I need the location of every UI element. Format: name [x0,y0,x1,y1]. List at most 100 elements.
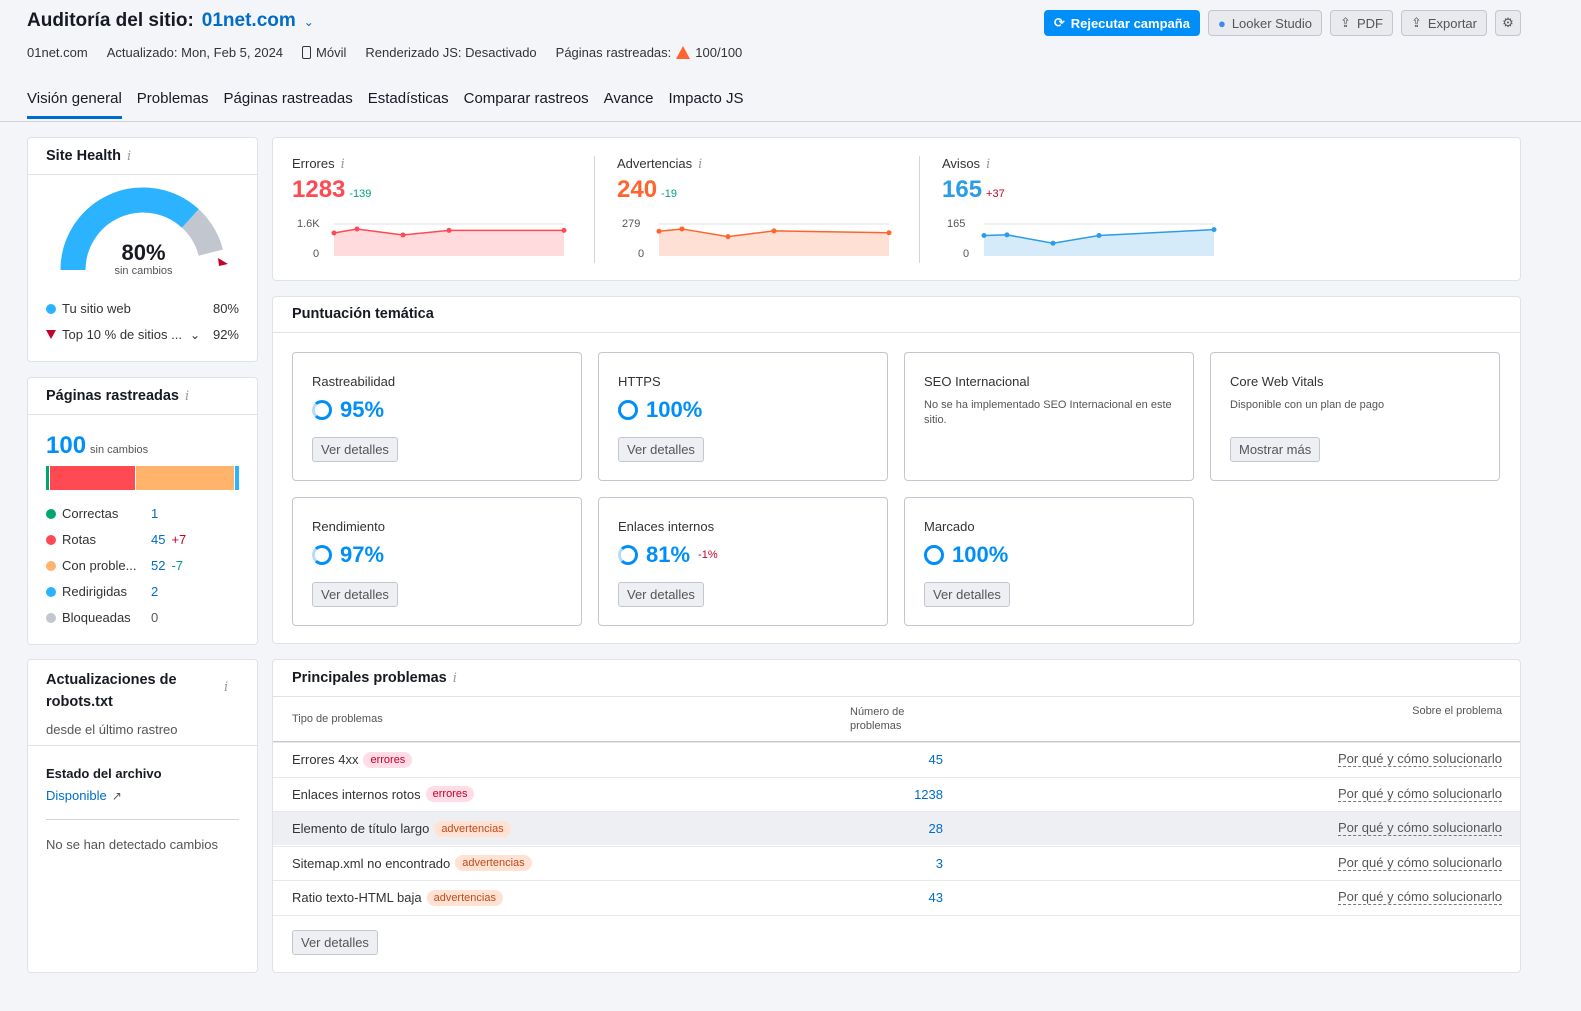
thematic-item-button[interactable]: Ver detalles [312,437,398,462]
thematic-title: Puntuación temática [292,306,434,322]
series-point[interactable] [400,232,406,238]
tab-crawled-pages[interactable]: Páginas rastreadas [223,90,353,107]
issue-count[interactable]: 43 [928,890,943,905]
legend-value[interactable]: 2 [151,584,159,599]
tab-progress[interactable]: Avance [603,90,654,107]
series-point[interactable] [446,227,452,233]
metric-value-number[interactable]: 240 [617,176,658,203]
tab-compare-crawls[interactable]: Comparar rastreos [463,90,589,107]
thematic-item-score[interactable]: 100% [924,542,1008,568]
series-point[interactable] [331,230,337,236]
metric-value-number[interactable]: 1283 [292,176,346,203]
issue-name[interactable]: Elemento de título largo [292,821,430,836]
rerun-campaign-button[interactable]: ⟳ Rejecutar campaña [1043,10,1200,36]
file-status-value[interactable]: Disponible [46,788,107,803]
chevron-down-icon[interactable]: ⌄ [303,15,314,29]
no-changes-text: No se han detectado cambios [46,837,218,852]
series-point[interactable] [771,228,777,234]
stacked-bar-segment[interactable] [136,466,235,490]
issue-help-link[interactable]: Por qué y cómo solucionarlo [1337,820,1502,836]
issues-details-button[interactable]: Ver detalles [292,930,378,955]
info-icon[interactable]: i [986,157,991,172]
looker-studio-button[interactable]: ● Looker Studio [1207,10,1323,36]
series-point[interactable] [725,234,731,240]
info-icon[interactable]: i [185,389,190,404]
axis-min-label: 0 [313,248,320,260]
legend-delta: +7 [171,532,187,547]
series-point[interactable] [886,230,892,236]
crawled-legend-row[interactable]: Correctas 1 [46,506,206,521]
thematic-item: Core Web Vitals Disponible con un plan de… [1210,352,1500,481]
series-point[interactable] [679,226,685,232]
metric-value-number[interactable]: 165 [942,176,983,203]
issue-count[interactable]: 28 [928,821,943,836]
domain-selector[interactable]: 01net.com [201,10,296,31]
tab-statistics[interactable]: Estadísticas [367,90,449,107]
thematic-item-button[interactable]: Ver detalles [312,582,398,607]
legend-value[interactable]: 52 [151,558,166,573]
issue-row[interactable]: Errores 4xx errores 45 Por qué y cómo soluc… [273,742,1520,776]
tab-overview[interactable]: Visión general [27,90,122,119]
thematic-item-value: 81% [646,542,691,567]
series-point[interactable] [1050,240,1056,246]
issue-row[interactable]: Ratio texto-HTML baja advertencias 43 Por q… [273,880,1520,914]
series-point[interactable] [1211,227,1217,233]
legend-value[interactable]: 1 [151,506,159,521]
series-point[interactable] [354,226,360,232]
thematic-item-score[interactable]: 95% [312,397,384,423]
tab-issues[interactable]: Problemas [136,90,209,107]
series-point[interactable] [981,233,987,239]
issue-name[interactable]: Ratio texto-HTML baja [292,890,422,905]
thematic-item-score[interactable]: 100% [618,397,702,423]
thematic-item-button[interactable]: Ver detalles [618,437,704,462]
series-point[interactable] [1096,233,1102,239]
info-icon[interactable]: i [224,680,229,695]
series-point[interactable] [561,227,567,233]
issue-row[interactable]: Sitemap.xml no encontrado advertencias 3 Po… [273,845,1520,880]
info-icon[interactable]: i [452,671,457,686]
issue-row[interactable]: Elemento de título largo advertencias 28 Po… [273,811,1520,845]
issue-name[interactable]: Enlaces internos rotos [292,786,421,802]
stacked-bar-segment[interactable] [50,466,135,490]
pdf-button[interactable]: ⇪ PDF [1330,10,1393,36]
stacked-bar-segment[interactable] [46,466,49,490]
thematic-item-button[interactable]: Ver detalles [618,582,704,607]
info-icon[interactable]: i [698,157,703,172]
score-ring-icon [924,545,944,565]
chevron-down-icon[interactable]: ⌄ [189,327,201,342]
series-point[interactable] [1004,232,1010,238]
settings-button[interactable]: ⚙ [1495,10,1521,36]
thematic-item-button[interactable]: Ver detalles [924,582,1010,607]
crawled-legend-row[interactable]: Redirigidas 2 [46,584,206,599]
crawled-legend-row[interactable]: Con proble... 52 -7 [46,558,206,573]
issue-help-link[interactable]: Por qué y cómo solucionarlo [1337,854,1502,871]
legend-value: 80% [212,301,239,316]
crawled-legend-row[interactable]: Rotas 45 +7 [46,532,206,547]
info-icon[interactable]: i [340,157,345,172]
legend-value[interactable]: 0 [151,610,159,625]
thematic-item-button[interactable]: Mostrar más [1230,437,1321,462]
file-status-link[interactable]: Disponible ↗ [46,788,122,803]
export-button[interactable]: ⇪ Exportar [1400,10,1487,36]
toolbar: ⟳ Rejecutar campaña ● Looker Studio ⇪ PD… [1043,10,1521,36]
stacked-bar-segment[interactable] [235,466,239,490]
issue-help-link[interactable]: Por qué y cómo solucionarlo [1337,889,1502,905]
issue-row[interactable]: Enlaces internos rotos errores 1238 Por qué… [273,776,1520,811]
crawled-pages-card: Páginas rastreadas i 100 sin cambios Corr… [27,377,258,645]
info-icon[interactable]: i [126,149,132,164]
issue-count[interactable]: 45 [928,752,943,767]
series-point[interactable] [656,228,662,234]
thematic-item-score[interactable]: 81% -1% [618,542,718,568]
issue-help-link[interactable]: Por qué y cómo solucionarlo [1337,751,1502,767]
crawled-legend-row[interactable]: Bloqueadas 0 [46,610,206,625]
issue-count[interactable]: 1238 [914,786,943,802]
issue-count[interactable]: 3 [935,855,943,871]
issue-name[interactable]: Errores 4xx [292,752,359,767]
tab-js-impact[interactable]: Impacto JS [668,90,744,107]
legend-top10[interactable]: Top 10 % de sitios ... ⌄ 92% [46,327,239,342]
crawled-total[interactable]: 100 [46,432,87,459]
legend-value[interactable]: 45 [151,532,166,547]
issue-name[interactable]: Sitemap.xml no encontrado [292,855,451,871]
issue-help-link[interactable]: Por qué y cómo solucionarlo [1337,785,1502,802]
thematic-item-score[interactable]: 97% [312,542,384,568]
